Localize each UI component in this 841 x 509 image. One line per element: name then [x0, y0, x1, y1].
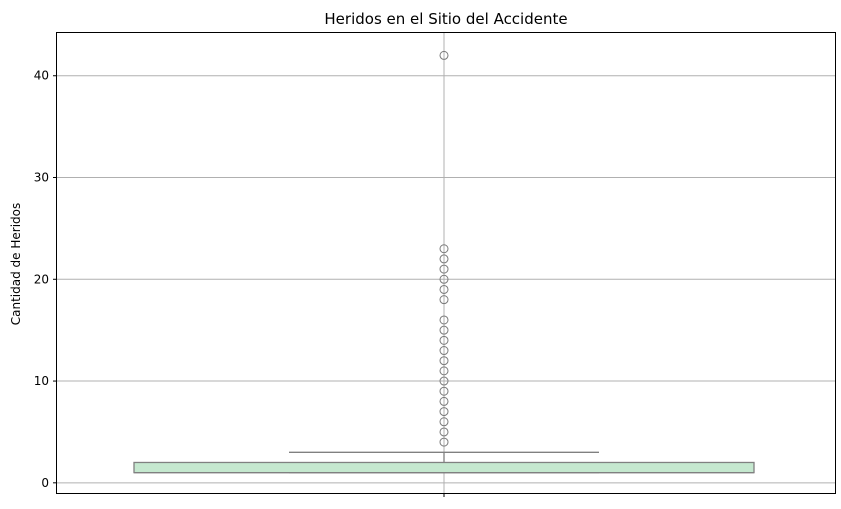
- outlier-point: [439, 376, 449, 386]
- y-axis-label: Cantidad de Heridos: [9, 203, 23, 325]
- outlier-point: [439, 244, 449, 254]
- y-tick-label: 0: [41, 476, 49, 490]
- box-group: [133, 451, 755, 474]
- outlier-point: [439, 274, 449, 284]
- grid: [57, 33, 835, 493]
- iqr-box: [133, 461, 755, 474]
- outlier-point: [439, 386, 449, 396]
- y-tick-label: 30: [34, 171, 49, 185]
- outlier-point: [439, 335, 449, 345]
- outlier-point: [439, 366, 449, 376]
- outlier-point: [439, 346, 449, 356]
- outlier-point: [439, 396, 449, 406]
- outlier-point: [439, 417, 449, 427]
- outlier-point: [439, 315, 449, 325]
- outlier-point: [439, 254, 449, 264]
- y-axis: 0 10 20 30 40: [34, 69, 445, 497]
- outlier-point: [439, 295, 449, 305]
- y-tick-label: 40: [34, 69, 49, 83]
- outlier-point: [439, 427, 449, 437]
- plot-frame: [56, 32, 836, 494]
- outlier-point: [439, 50, 449, 60]
- chart-title: Heridos en el Sitio del Accidente: [324, 10, 567, 28]
- outlier-point: [439, 284, 449, 294]
- y-tick-label: 20: [34, 272, 49, 286]
- outlier-point: [439, 407, 449, 417]
- outlier-point: [439, 437, 449, 447]
- outliers: [439, 50, 449, 447]
- outlier-point: [439, 325, 449, 335]
- outlier-point: [439, 356, 449, 366]
- outlier-point: [439, 264, 449, 274]
- y-tick-label: 10: [34, 374, 49, 388]
